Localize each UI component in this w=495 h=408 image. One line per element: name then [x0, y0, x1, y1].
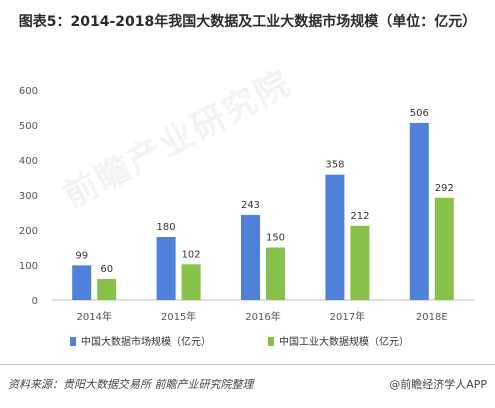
- y-tick-label: 0: [32, 296, 38, 307]
- y-tick-label: 100: [19, 261, 38, 272]
- x-tick-label: 2017年: [330, 310, 365, 323]
- bar-bigdata-4: [409, 122, 429, 301]
- bars-group: 99 60 180 102 243 150 358 212 506 292: [72, 108, 454, 301]
- data-label: 243: [241, 200, 260, 211]
- legend: 中国大数据市场规模（亿元） 中国工业大数据规模（亿元）: [70, 335, 409, 348]
- legend-swatch: [268, 337, 274, 346]
- x-axis: 2014年 2015年 2016年 2017年 2018E: [76, 310, 447, 323]
- y-tick-label: 400: [19, 156, 38, 167]
- bar-industrial-2: [266, 247, 285, 300]
- data-label: 180: [157, 222, 176, 233]
- x-tick-label: 2014年: [76, 310, 111, 323]
- data-label: 212: [350, 211, 369, 222]
- bar-industrial-3: [350, 225, 370, 300]
- data-label: 150: [266, 233, 285, 244]
- bar-bigdata-1: [156, 237, 176, 300]
- y-tick-label: 300: [19, 191, 38, 202]
- bar-bigdata-0: [72, 265, 92, 300]
- brand-credit: @前瞻经济学人APP: [389, 378, 487, 391]
- legend-label: 中国工业大数据规模（亿元）: [279, 335, 409, 348]
- data-label: 99: [75, 250, 88, 261]
- bar-industrial-1: [181, 264, 201, 300]
- x-tick-label: 2016年: [245, 310, 280, 323]
- y-tick-label: 500: [19, 121, 38, 132]
- footer-divider: [0, 364, 495, 365]
- x-tick-label: 2018E: [416, 312, 448, 323]
- x-tick-label: 2015年: [161, 310, 196, 323]
- bar-bigdata-2: [241, 214, 260, 300]
- data-label: 506: [410, 108, 429, 119]
- chart-title: 图表5：2014-2018年我国大数据及工业大数据市场规模（单位：亿元）: [18, 14, 477, 30]
- data-label: 292: [435, 183, 454, 194]
- y-axis: 0 100 200 300 400 500 600: [19, 86, 38, 307]
- bar-industrial-0: [97, 279, 117, 300]
- data-label: 102: [182, 249, 201, 260]
- data-label: 358: [325, 160, 344, 171]
- bar-bigdata-3: [325, 174, 345, 300]
- source-note: 资料来源：贵阳大数据交易所 前瞻产业研究院整理: [8, 378, 254, 391]
- bar-industrial-4: [434, 197, 454, 300]
- y-tick-label: 600: [19, 86, 38, 97]
- legend-label: 中国大数据市场规模（亿元）: [81, 335, 211, 348]
- y-tick-label: 200: [19, 226, 38, 237]
- data-label: 60: [100, 264, 113, 275]
- bar-chart: 0 100 200 300 400 500 600 99 60 180 102 243 150 358 2…: [19, 86, 474, 348]
- legend-swatch: [70, 337, 76, 346]
